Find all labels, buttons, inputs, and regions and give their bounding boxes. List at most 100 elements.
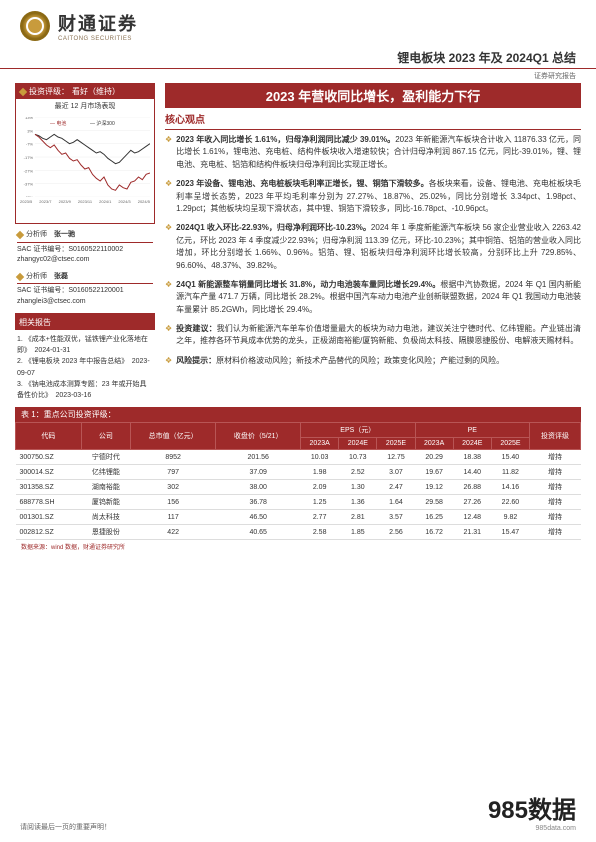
table-title: 表 1：重点公司投资评级： <box>15 407 581 422</box>
cell-eps: 3.57 <box>377 510 415 525</box>
cell-company: 尚太科技 <box>81 510 130 525</box>
cell-pe: 16.25 <box>415 510 453 525</box>
svg-text:— 沪深300: — 沪深300 <box>90 120 115 127</box>
th-close: 收盘价（5/21） <box>216 423 301 450</box>
investment-table: 代码 公司 总市值（亿元） 收盘价（5/21） EPS（元） PE 投资评级 2… <box>15 422 581 540</box>
point-text: 24Q1 新能源整车销量同比增长 31.8%，动力电池装车量同比增长29.4%。… <box>176 279 581 316</box>
th-y1b: 2023A <box>415 438 453 450</box>
cell-company: 厦钨新能 <box>81 495 130 510</box>
core-point: ❖ 24Q1 新能源整车销量同比增长 31.8%，动力电池装车量同比增长29.4… <box>165 279 581 316</box>
core-header: 核心观点 <box>165 108 581 130</box>
right-column: 2023 年营收同比增长，盈利能力下行 核心观点 ❖ 2023 年收入同比增长 … <box>165 83 581 405</box>
svg-text:13%: 13% <box>25 117 33 120</box>
brand-text: 财通证券 CAITONG SECURITIES <box>58 10 138 42</box>
cell-eps: 1.30 <box>339 480 377 495</box>
cell-eps: 1.36 <box>339 495 377 510</box>
core-point: ❖ 2023 年设备、锂电池、充电桩板块毛利率正增长，锂、铜箔下滑较多。各板块来… <box>165 178 581 215</box>
cell-pe: 20.29 <box>415 450 453 465</box>
cell-pe: 21.31 <box>453 525 491 540</box>
table-row: 001301.SZ 尚太科技 117 46.50 2.772.813.57 16… <box>16 510 581 525</box>
cell-mktcap: 156 <box>130 495 215 510</box>
left-sidebar: 投资评级： 看好（维持） 最近 12 月市场表现 13%3%-7%-17%-27… <box>15 83 155 405</box>
cell-rating: 增持 <box>530 525 581 540</box>
th-y3a: 2025E <box>377 438 415 450</box>
point-text: 投资建议：我们认为新能源汽车单车价值增量最大的板块为动力电池，建议关注宁德时代、… <box>176 323 581 348</box>
cell-rating: 增持 <box>530 465 581 480</box>
cell-eps: 2.81 <box>339 510 377 525</box>
th-eps: EPS（元） <box>301 423 415 438</box>
svg-text:-17%: -17% <box>24 155 34 160</box>
chart-x-axis: 2023/52023/72023/92023/112024/12024/3202… <box>20 199 150 204</box>
cell-eps: 2.56 <box>377 525 415 540</box>
cell-company: 湖南裕能 <box>81 480 130 495</box>
cell-mktcap: 422 <box>130 525 215 540</box>
chart-svg: 13%3%-7%-17%-27%-37%-47%— 电池— 沪深300 <box>20 117 150 197</box>
cell-pe: 26.88 <box>453 480 491 495</box>
watermark-sub: 985data.com <box>488 825 576 832</box>
point-text: 风险提示：原材料价格波动风险；新技术产品替代的风险；政策变化风险；产能过剩的风险… <box>176 355 504 367</box>
rating-box: 投资评级： 看好（维持） 最近 12 月市场表现 13%3%-7%-17%-27… <box>15 83 155 224</box>
cell-close: 36.78 <box>216 495 301 510</box>
cell-eps: 10.73 <box>339 450 377 465</box>
body: 投资评级： 看好（维持） 最近 12 月市场表现 13%3%-7%-17%-27… <box>0 83 596 405</box>
analyst-name: 张磊 <box>54 272 68 283</box>
svg-text:— 电池: — 电池 <box>50 120 66 127</box>
cell-pe: 14.40 <box>453 465 491 480</box>
cell-code: 001301.SZ <box>16 510 82 525</box>
related-reports: 相关报告 1. 《成本+性能双优，锰铁锂产业化落地在即》 2024-01-312… <box>15 313 155 405</box>
core-point: ❖ 2024Q1 收入环比-22.93%，归母净利润环比-10.23%。2024… <box>165 222 581 272</box>
bullet-icon: ❖ <box>165 134 172 171</box>
rating-label: 投资评级： <box>29 86 69 97</box>
cell-rating: 增持 <box>530 450 581 465</box>
core-point: ❖ 风险提示：原材料价格波动风险；新技术产品替代的风险；政策变化风险；产能过剩的… <box>165 355 581 367</box>
th-company: 公司 <box>81 423 130 450</box>
th-y3b: 2025E <box>491 438 529 450</box>
table-row: 300750.SZ 宁德时代 8952 201.56 10.0310.7312.… <box>16 450 581 465</box>
svg-text:-37%: -37% <box>24 182 34 187</box>
diamond-icon <box>19 87 27 95</box>
cell-company: 恩捷股份 <box>81 525 130 540</box>
analyst-sac: SAC 证书编号：S0160522120001 <box>17 286 153 297</box>
core-point: ❖ 投资建议：我们认为新能源汽车单车价值增量最大的板块为动力电池，建议关注宁德时… <box>165 323 581 348</box>
table-section: 表 1：重点公司投资评级： 代码 公司 总市值（亿元） 收盘价（5/21） EP… <box>0 407 596 553</box>
cell-pe: 29.58 <box>415 495 453 510</box>
cell-rating: 增持 <box>530 510 581 525</box>
cell-code: 300750.SZ <box>16 450 82 465</box>
cell-close: 37.09 <box>216 465 301 480</box>
cell-pe: 16.72 <box>415 525 453 540</box>
table-source: 数据来源：wind 数据，财通证券研究所 <box>15 540 581 553</box>
cell-code: 688778.SH <box>16 495 82 510</box>
table-row: 300014.SZ 亿纬锂能 797 37.09 1.982.523.07 19… <box>16 465 581 480</box>
cell-pe: 15.47 <box>491 525 529 540</box>
cell-eps: 3.07 <box>377 465 415 480</box>
th-pe: PE <box>415 423 529 438</box>
point-text: 2023 年设备、锂电池、充电桩板块毛利率正增长，锂、铜箔下滑较多。各板块来看，… <box>176 178 581 215</box>
cell-eps: 2.52 <box>339 465 377 480</box>
related-items: 1. 《成本+性能双优，锰铁锂产业化落地在即》 2024-01-312. 《锂电… <box>15 330 155 405</box>
related-item: 2. 《锂电板块 2023 年中报告总结》 2023-09-07 <box>17 356 153 378</box>
footer: 请阅读最后一页的重要声明！ 985数据 985data.com <box>20 790 576 832</box>
analyst-role: 分析师 <box>26 230 47 241</box>
analyst-email: zhangyc02@ctsec.com <box>17 255 153 266</box>
main-title: 2023 年营收同比增长，盈利能力下行 <box>165 83 581 108</box>
cell-company: 亿纬锂能 <box>81 465 130 480</box>
bullet-icon: ❖ <box>165 222 172 272</box>
cell-pe: 9.82 <box>491 510 529 525</box>
th-rating: 投资评级 <box>530 423 581 450</box>
analyst-name: 张一驰 <box>54 230 75 241</box>
related-header: 相关报告 <box>15 315 155 330</box>
analyst-block: 分析师张磊 SAC 证书编号：S0160522120001 zhanglei3@… <box>15 272 155 308</box>
cell-code: 002812.SZ <box>16 525 82 540</box>
cell-close: 46.50 <box>216 510 301 525</box>
cell-eps: 1.85 <box>339 525 377 540</box>
svg-text:-7%: -7% <box>26 142 34 147</box>
cell-eps: 2.47 <box>377 480 415 495</box>
chart-caption: 最近 12 月市场表现 <box>16 99 154 113</box>
cell-rating: 增持 <box>530 495 581 510</box>
cell-rating: 增持 <box>530 480 581 495</box>
bullet-icon: ❖ <box>165 279 172 316</box>
cell-close: 201.56 <box>216 450 301 465</box>
analysts-section: 分析师张一驰 SAC 证书编号：S0160522110002 zhangyc02… <box>15 230 155 307</box>
table-row: 002812.SZ 恩捷股份 422 40.65 2.581.852.56 16… <box>16 525 581 540</box>
cell-eps: 12.75 <box>377 450 415 465</box>
